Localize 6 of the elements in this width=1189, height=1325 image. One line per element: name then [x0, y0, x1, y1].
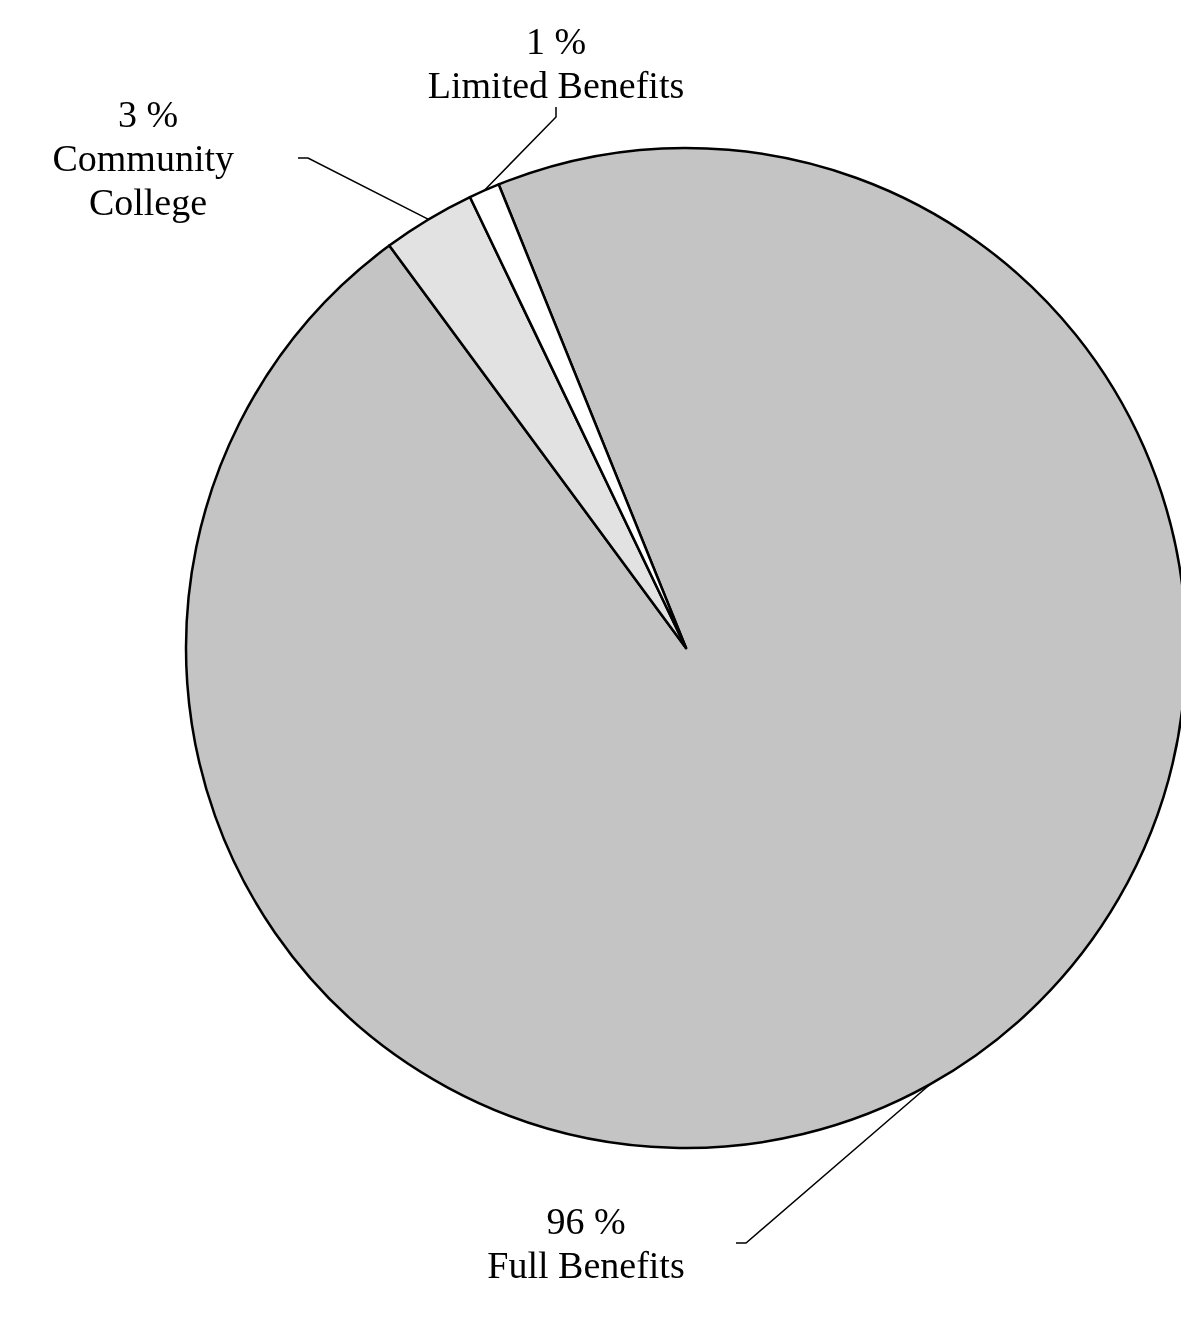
legend-label: Community College [52, 137, 244, 223]
data-label: 96 % [546, 1200, 626, 1242]
data-label: 3 % [117, 93, 179, 135]
slice-label: Full Benefits [487, 1244, 685, 1286]
slice-label: Limited Benefits [427, 64, 685, 106]
data-label: 1 % [525, 20, 587, 62]
